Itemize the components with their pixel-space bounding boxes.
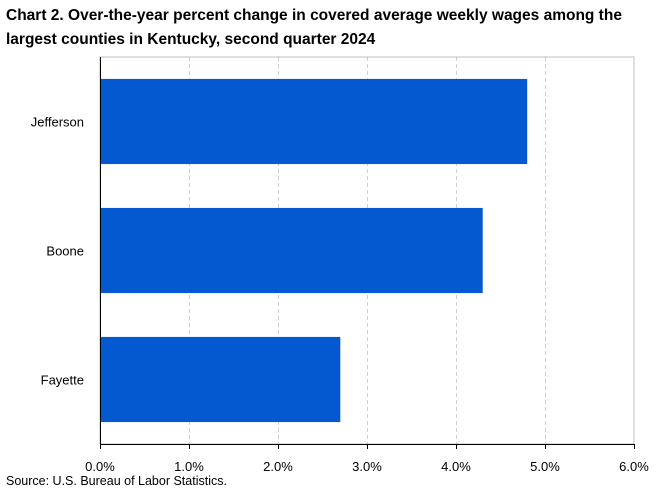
chart-title: Chart 2. Over-the-year percent change in… [6, 7, 622, 48]
bars [100, 78, 528, 423]
category-label: Fayette [41, 373, 84, 388]
category-label: Jefferson [31, 115, 84, 130]
x-tick-label: 2.0% [263, 459, 293, 474]
source-note: Source: U.S. Bureau of Labor Statistics. [6, 474, 227, 488]
x-tick-label: 4.0% [441, 459, 471, 474]
bar-boone [100, 207, 483, 294]
x-tick-label: 3.0% [352, 459, 382, 474]
x-tick-label: 6.0% [619, 459, 649, 474]
bar-fayette [100, 336, 341, 423]
x-tick-label: 0.0% [85, 459, 115, 474]
category-label: Boone [46, 244, 84, 259]
labels: Jefferson Boone Fayette 0.0% 1.0% 2.0% 3.0% 4.0… [31, 115, 650, 475]
bar-jefferson [100, 78, 528, 165]
x-tick-label: 1.0% [174, 459, 204, 474]
x-tick-label: 5.0% [530, 459, 560, 474]
axes [99, 56, 635, 449]
